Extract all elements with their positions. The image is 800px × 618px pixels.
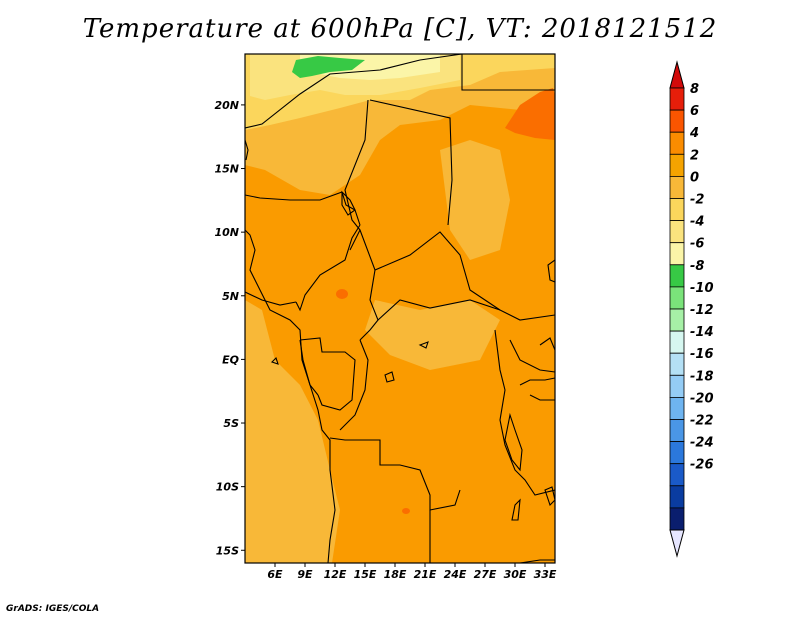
colorbar-swatch [669, 463, 685, 487]
colorbar: 8 6 4 2 0 -2 -4 -6 -8 -10 -12 -14 -16 -18 -20 -22 -24 -26 [669, 60, 714, 558]
country-borders [245, 54, 555, 563]
lat-tick-label: 15S [216, 544, 239, 557]
colorbar-label: -22 [690, 414, 714, 429]
colorbar-label: -4 [690, 215, 704, 230]
colorbar-label: -2 [690, 193, 704, 208]
colorbar-label: -10 [690, 281, 714, 296]
colorbar-label: 8 [690, 82, 699, 97]
colorbar-swatch [669, 308, 685, 332]
lat-tick-label: 20N [214, 99, 239, 112]
lon-tick-label: 18E [384, 568, 407, 581]
colorbar-swatch [669, 198, 685, 222]
colorbar-swatch [669, 264, 685, 288]
colorbar-label: 6 [690, 104, 699, 119]
colorbar-label: 0 [690, 170, 699, 185]
colorbar-swatch [669, 286, 685, 310]
colorbar-swatch [669, 220, 685, 244]
field-hot-spot [402, 508, 410, 514]
colorbar-swatch [669, 109, 685, 133]
colorbar-top-arrow [669, 60, 685, 89]
lon-tick-label: 30E [504, 568, 527, 581]
longitude-ticks: 6E 9E 12E 15E 18E 21E 24E 27E 30E 33E [267, 563, 557, 581]
chart-title: Temperature at 600hPa [C], VT: 201812151… [82, 14, 718, 44]
field-hot-northeast [505, 88, 555, 140]
lon-tick-label: 27E [474, 568, 497, 581]
colorbar-swatch [669, 374, 685, 398]
colorbar-label: -26 [690, 458, 714, 473]
lon-tick-label: 33E [534, 568, 557, 581]
colorbar-label: -8 [690, 259, 704, 274]
colorbar-swatch [669, 175, 685, 199]
colorbar-swatch [669, 242, 685, 266]
colorbar-label: 4 [689, 126, 699, 141]
lat-tick-label: 15N [214, 163, 239, 176]
map-frame [244, 53, 556, 564]
colorbar-label: 2 [690, 148, 699, 163]
colorbar-swatch [669, 330, 685, 354]
colorbar-swatch [669, 441, 685, 465]
colorbar-bottom-arrow [669, 529, 685, 558]
colorbar-label: -16 [690, 347, 714, 362]
lon-tick-label: 12E [324, 568, 347, 581]
lat-tick-label: 5N [222, 290, 239, 303]
colorbar-swatch [669, 507, 685, 531]
lon-tick-label: 21E [414, 568, 437, 581]
field-hot-spot [336, 289, 348, 299]
colorbar-label: -12 [690, 303, 714, 318]
colorbar-swatch [669, 131, 685, 155]
lon-tick-label: 9E [297, 568, 313, 581]
colorbar-label: -18 [690, 369, 714, 384]
colorbar-swatch [669, 87, 685, 111]
field-southwest-band [245, 420, 325, 563]
lat-tick-label: 5S [223, 417, 239, 430]
latitude-ticks: 20N 15N 10N 5N EQ 5S 10S 15S [214, 99, 245, 557]
grads-credit: GrADS: IGES/COLA [6, 604, 100, 614]
lon-tick-label: 24E [444, 568, 467, 581]
lon-tick-label: 6E [267, 568, 283, 581]
colorbar-label: -6 [690, 237, 704, 252]
colorbar-label: -20 [690, 391, 714, 406]
temperature-field [245, 54, 555, 563]
colorbar-swatch [669, 419, 685, 443]
colorbar-label: -14 [690, 325, 714, 340]
field-green-patch [292, 56, 365, 78]
lat-tick-label: EQ [222, 353, 239, 366]
colorbar-swatch [669, 485, 685, 509]
field-east-light [440, 140, 510, 260]
colorbar-swatch [669, 153, 685, 177]
lat-tick-label: 10S [216, 481, 239, 494]
colorbar-swatch [669, 352, 685, 376]
colorbar-swatch [669, 396, 685, 420]
field-central-light [365, 300, 500, 370]
lon-tick-label: 15E [354, 568, 377, 581]
lat-tick-label: 10N [214, 226, 239, 239]
colorbar-label: -24 [690, 436, 714, 451]
